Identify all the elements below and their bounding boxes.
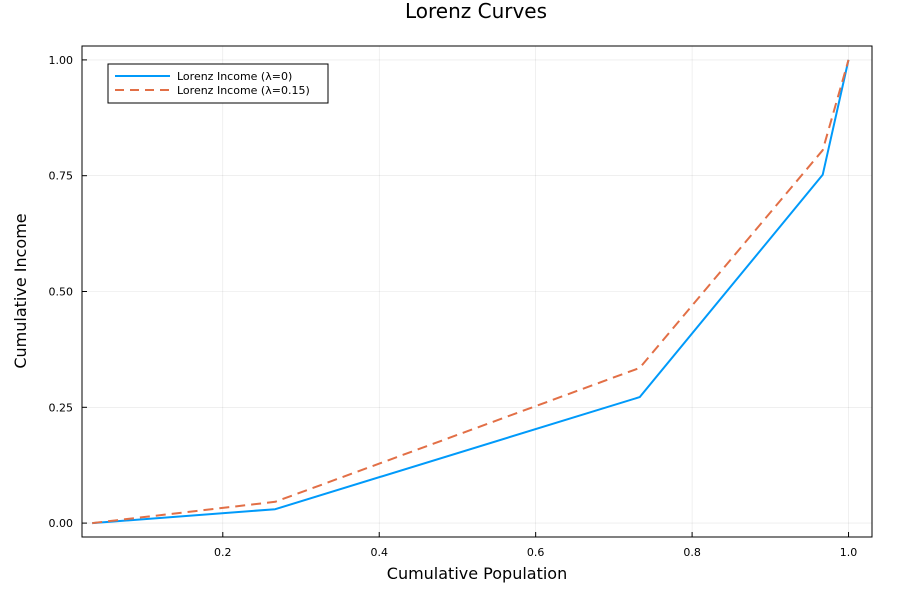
y-tick-label: 1.00	[49, 54, 74, 67]
x-tick-label: 0.6	[527, 546, 545, 559]
series-lines	[92, 59, 850, 525]
legend-label-lambda-015: Lorenz Income (λ=0.15)	[177, 84, 310, 97]
x-tick-label: 0.8	[683, 546, 701, 559]
legend-box	[107, 63, 329, 104]
y-tick-label: 0.25	[49, 401, 74, 414]
x-tick-label: 0.2	[214, 546, 232, 559]
y-axis-label: Cumulative Income	[11, 213, 30, 368]
grid	[82, 46, 872, 537]
legend: Lorenz Income (λ=0) Lorenz Income (λ=0.1…	[107, 63, 329, 104]
y-tick-label: 0.75	[49, 170, 74, 183]
series-line-0	[92, 59, 850, 525]
y-axis-ticks: 0.00 0.25 0.50 0.75 1.00	[49, 54, 87, 530]
x-tick-label: 0.4	[370, 546, 388, 559]
series-line-1	[92, 59, 850, 525]
x-axis-label: Cumulative Population	[387, 564, 567, 583]
legend-label-lambda-0: Lorenz Income (λ=0)	[177, 70, 292, 83]
x-tick-label: 1.0	[840, 546, 858, 559]
chart-title: Lorenz Curves	[405, 0, 547, 23]
y-tick-label: 0.00	[49, 517, 74, 530]
y-tick-label: 0.50	[49, 286, 74, 299]
x-axis-ticks: 0.2 0.4 0.6 0.8 1.0	[214, 532, 857, 559]
